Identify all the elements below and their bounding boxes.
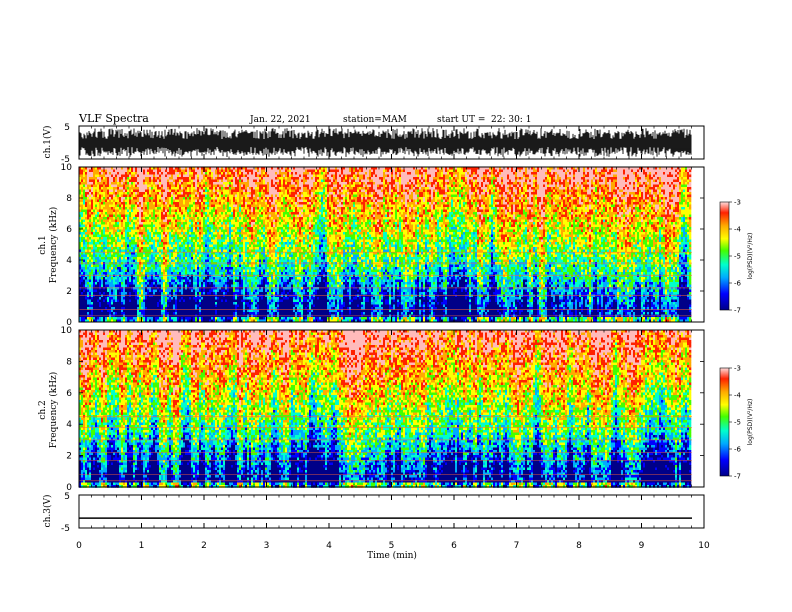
spec-ytick-label: 4: [66, 256, 72, 266]
spec-ytick-label: 10: [61, 163, 73, 173]
x-tick-label: 9: [639, 541, 645, 551]
ch1-ylabel-frequency: Frequency (kHz): [48, 207, 59, 284]
spec-ytick-label: 8: [66, 357, 72, 367]
ch1-colorbar-ticks: -3 -4 -5 -6 -7: [729, 199, 742, 315]
x-tick-label: 2: [201, 541, 207, 551]
x-tick-label: 4: [326, 541, 332, 551]
x-tick-label: 1: [139, 541, 145, 551]
spec-ytick-label: 8: [66, 194, 72, 204]
ch2-colorbar-ticks: -3 -4 -5 -6 -7: [729, 365, 742, 481]
x-tick-label: 6: [451, 541, 457, 551]
x-tick-label: 3: [264, 541, 270, 551]
colorbar-tick-label: -6: [734, 280, 742, 288]
start-ut-label: start UT =: [437, 115, 485, 125]
x-tick-label: 5: [389, 541, 395, 551]
colorbar-tick-label: -4: [734, 226, 742, 234]
ch3-ytick-top: 5: [64, 492, 70, 502]
x-tick-label: 8: [576, 541, 582, 551]
x-tick-label: 7: [514, 541, 520, 551]
ch1-spectrogram-image: [79, 167, 692, 322]
ch2-ylabel-channel: ch.2: [38, 400, 48, 419]
date-label: Jan. 22, 2021: [249, 115, 311, 125]
spec-ytick-label: 10: [61, 326, 73, 336]
colorbar-tick-label: -7: [734, 307, 741, 315]
spec-ytick-label: 2: [66, 287, 72, 297]
ch2-spectrogram-image: [79, 330, 692, 488]
ch2-colorbar-label: log(PSD)(V²/Hz): [747, 399, 754, 446]
ch2-ylabel-frequency: Frequency (kHz): [48, 372, 59, 449]
colorbar-tick-label: -3: [734, 365, 741, 373]
colorbar-tick-label: -4: [734, 392, 742, 400]
ch3-ylabel: ch.3(V): [42, 495, 53, 528]
spec-ytick-label: 4: [66, 420, 72, 430]
station-label: station=MAM: [343, 115, 407, 125]
ch1-colorbar-label: log(PSD)(V²/Hz): [747, 233, 754, 280]
colorbar-tick-label: -5: [734, 419, 741, 427]
spec-ytick-label: 6: [66, 225, 72, 235]
ch1-ytick-top: 5: [64, 123, 70, 133]
ch2-colorbar: -3 -4 -5 -6 -7 log(PSD)(V²/Hz): [720, 365, 754, 481]
ch1-colorbar: -3 -4 -5 -6 -7 log(PSD)(V²/Hz): [720, 199, 754, 315]
ch1-ylabel-channel: ch.1: [38, 235, 48, 254]
x-tick-label: 0: [76, 541, 82, 551]
colorbar-tick-label: -3: [734, 199, 741, 207]
ch3-ytick-bottom: -5: [61, 524, 70, 534]
ch1-ylabel: ch.1(V): [42, 126, 53, 159]
x-tick-label: 10: [698, 541, 710, 551]
figure-title: VLF Spectra: [78, 112, 149, 125]
colorbar-tick-label: -6: [734, 446, 742, 454]
spec-ytick-label: 2: [66, 452, 72, 462]
colorbar-tick-label: -7: [734, 473, 741, 481]
colorbar-tick-label: -5: [734, 253, 741, 261]
start-time-value: 22: 30: 1: [491, 115, 531, 125]
spec-ytick-label: 6: [66, 389, 72, 399]
x-axis-label: Time (min): [367, 550, 417, 561]
